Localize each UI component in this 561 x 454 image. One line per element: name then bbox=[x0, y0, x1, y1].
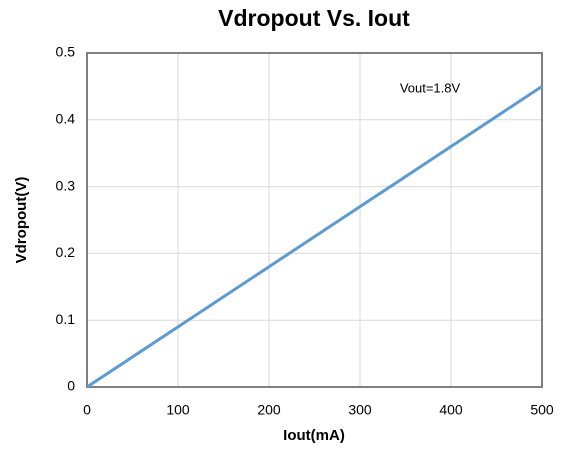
x-tick-label: 100 bbox=[166, 402, 190, 418]
y-tick-label: 0.5 bbox=[56, 44, 76, 60]
y-tick-label: 0.4 bbox=[56, 111, 76, 127]
y-tick-label: 0.3 bbox=[56, 177, 76, 193]
y-tick-label: 0 bbox=[67, 378, 75, 394]
y-tick-label: 0.2 bbox=[56, 244, 76, 260]
x-axis-label: Iout(mA) bbox=[283, 427, 345, 444]
x-tick-label: 500 bbox=[530, 402, 554, 418]
y-tick-label: 0.1 bbox=[56, 311, 76, 327]
x-tick-label: 400 bbox=[439, 402, 463, 418]
y-axis-label: Vdropout(V) bbox=[13, 177, 30, 264]
chart-title: Vdropout Vs. Iout bbox=[218, 5, 410, 31]
data-line bbox=[86, 85, 543, 389]
annotation: Vout=1.8V bbox=[400, 80, 461, 95]
plot-border bbox=[86, 52, 543, 388]
x-tick-label: 200 bbox=[257, 402, 281, 418]
x-tick-label: 0 bbox=[83, 402, 91, 418]
x-tick-label: 300 bbox=[348, 402, 372, 418]
